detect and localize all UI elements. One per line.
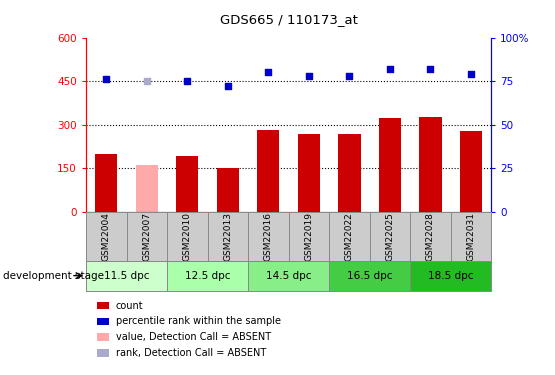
Bar (248, 261, 329, 291)
Text: GSM22031: GSM22031 (466, 212, 476, 261)
Bar (216, 168, 239, 212)
Bar (135, 165, 158, 212)
Bar (460, 131, 482, 212)
Text: GSM22019: GSM22019 (304, 212, 314, 261)
Text: GSM22025: GSM22025 (385, 212, 395, 261)
Point (264, 69, 273, 75)
Point (102, 76, 111, 82)
Text: development stage: development stage (3, 271, 104, 280)
Bar (97, 302, 109, 309)
Bar (297, 134, 320, 212)
Text: 16.5 dpc: 16.5 dpc (347, 271, 392, 280)
Text: GSM22028: GSM22028 (426, 212, 435, 261)
Text: percentile rank within the sample: percentile rank within the sample (116, 316, 281, 326)
Text: 18.5 dpc: 18.5 dpc (428, 271, 473, 280)
Point (142, 78, 151, 84)
Bar (95, 154, 118, 212)
Point (345, 73, 354, 79)
Point (223, 83, 232, 89)
Text: GSM22022: GSM22022 (345, 212, 354, 261)
Text: GSM22016: GSM22016 (264, 212, 273, 261)
Bar (167, 261, 248, 291)
Text: rank, Detection Call = ABSENT: rank, Detection Call = ABSENT (116, 348, 266, 358)
Point (386, 66, 395, 72)
Bar (97, 349, 109, 357)
Point (304, 73, 313, 79)
Point (426, 66, 435, 72)
Bar (329, 261, 410, 291)
Bar (97, 333, 109, 341)
Text: count: count (116, 301, 144, 310)
Bar (419, 117, 442, 212)
Text: value, Detection Call = ABSENT: value, Detection Call = ABSENT (116, 332, 271, 342)
Text: 11.5 dpc: 11.5 dpc (104, 271, 149, 280)
Bar (338, 134, 361, 212)
Text: GDS665 / 110173_at: GDS665 / 110173_at (220, 13, 357, 26)
Bar (97, 318, 109, 325)
Text: GSM22010: GSM22010 (183, 212, 192, 261)
Point (183, 78, 192, 84)
Text: 12.5 dpc: 12.5 dpc (185, 271, 230, 280)
Bar (176, 156, 199, 212)
Point (466, 71, 475, 77)
Text: 14.5 dpc: 14.5 dpc (266, 271, 311, 280)
Text: GSM22004: GSM22004 (102, 212, 111, 261)
Bar (410, 261, 491, 291)
Bar (379, 118, 401, 212)
Bar (86, 261, 167, 291)
Text: GSM22013: GSM22013 (223, 212, 233, 261)
Text: GSM22007: GSM22007 (142, 212, 152, 261)
Bar (257, 130, 280, 212)
